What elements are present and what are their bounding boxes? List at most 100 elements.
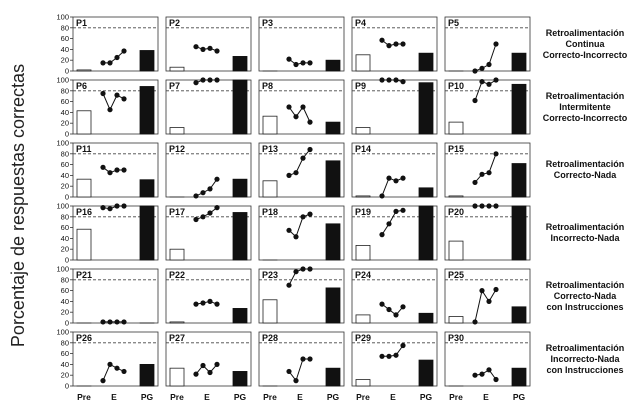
pg-bar (511, 367, 527, 387)
pg-bar (511, 163, 527, 198)
e-point (207, 77, 213, 83)
e-point (214, 301, 220, 307)
e-point (200, 214, 206, 220)
panel-label: P4 (355, 18, 366, 28)
e-point (193, 44, 199, 50)
panel-frame (444, 16, 531, 72)
e-point (393, 77, 399, 83)
condition-label-line: Retroalimentación (545, 222, 625, 232)
panel-frame (444, 142, 531, 198)
y-tick-label: 100 (56, 13, 69, 22)
y-tick-label: 20 (61, 119, 69, 128)
e-point (286, 56, 292, 62)
e-point (479, 288, 485, 294)
e-series-line (103, 50, 125, 64)
e-point (200, 46, 206, 53)
e-point (479, 371, 485, 377)
y-tick-label: 60 (61, 223, 69, 232)
e-series-line (381, 303, 404, 316)
e-point (200, 190, 206, 196)
x-tick-label: Pre (449, 392, 463, 402)
pg-bar (325, 121, 341, 135)
pre-bar (76, 228, 92, 261)
e-point (121, 319, 127, 325)
pre-bar (448, 240, 464, 261)
panel-label: P6 (76, 81, 87, 91)
e-point (379, 193, 385, 199)
panel-label: P20 (448, 207, 464, 217)
e-point (293, 234, 299, 240)
pre-bar (169, 321, 185, 324)
e-point (493, 77, 499, 83)
pg-bar (511, 306, 527, 324)
y-tick-label: 20 (61, 245, 69, 254)
e-point (479, 203, 485, 209)
panel-label: P13 (262, 144, 278, 154)
y-tick-label: 0 (65, 67, 69, 76)
e-point (479, 171, 485, 177)
panel-label: P24 (355, 270, 371, 280)
pre-bar (169, 367, 185, 387)
x-tick-label: Pre (77, 392, 91, 402)
e-point (107, 361, 113, 367)
panel-frame (258, 16, 345, 72)
e-point (307, 146, 313, 153)
e-point (479, 65, 485, 71)
pg-bar (511, 205, 527, 261)
y-tick-label: 60 (61, 160, 69, 169)
x-tick-label: PG (141, 392, 154, 402)
condition-label-line: Intermitente (559, 101, 611, 112)
e-point (386, 221, 392, 227)
x-tick-label: Pre (263, 392, 277, 402)
e-point (307, 356, 313, 362)
panel-label: P29 (355, 333, 371, 343)
panel-label: P7 (169, 81, 180, 91)
x-tick-label: Pre (356, 392, 370, 402)
e-point (400, 207, 406, 213)
pg-bar (325, 287, 341, 324)
e-series-line (102, 93, 125, 111)
pre-bar (262, 299, 278, 324)
pg-bar (325, 59, 341, 72)
pre-bar (76, 178, 92, 198)
e-series-line (288, 358, 310, 382)
e-point (207, 186, 213, 192)
pg-bar (232, 371, 248, 387)
condition-label: Retroalimentación Intermitente Correcto-In… (530, 91, 640, 124)
y-tick-label: 80 (61, 86, 69, 95)
e-point (300, 155, 306, 161)
e-point (393, 41, 399, 47)
e-series-line (381, 177, 404, 197)
panel-frame (72, 16, 159, 72)
pg-bar (232, 178, 248, 198)
e-point (379, 353, 385, 359)
panel-frame (351, 268, 438, 324)
e-point (400, 304, 406, 310)
e-point (114, 167, 120, 173)
y-tick-label: 0 (65, 319, 69, 328)
e-point (300, 104, 306, 110)
panel-label: P10 (448, 81, 464, 91)
e-point (293, 61, 299, 68)
e-point (386, 353, 392, 359)
e-point (286, 227, 292, 233)
e-point (107, 206, 113, 212)
e-point (400, 342, 406, 349)
panel-frame (351, 142, 438, 198)
panel-label: P17 (169, 207, 185, 217)
x-tick-label: E (390, 392, 396, 402)
e-point (493, 151, 499, 157)
e-point (200, 77, 206, 83)
e-point (307, 211, 313, 217)
e-point (286, 104, 292, 110)
x-tick-label: E (111, 392, 117, 402)
e-point (114, 92, 120, 98)
panel-label: P19 (355, 207, 371, 217)
e-point (114, 365, 120, 371)
pg-bar (418, 187, 434, 198)
pre-bar (76, 110, 92, 135)
e-point (379, 77, 385, 83)
e-series-line (102, 205, 124, 210)
e-point (193, 371, 199, 377)
